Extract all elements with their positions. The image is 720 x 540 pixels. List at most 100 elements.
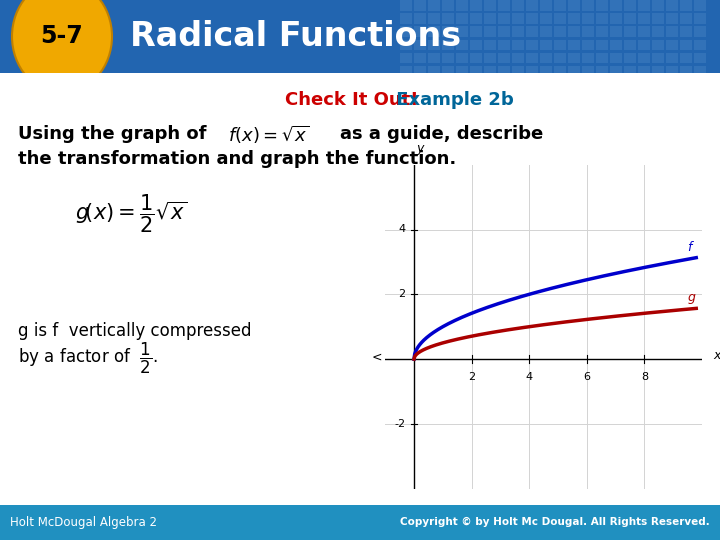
Text: 4: 4 — [526, 372, 533, 382]
Text: 4: 4 — [398, 225, 405, 234]
Bar — [540, 14, 552, 24]
Bar — [428, 14, 440, 24]
Bar — [400, 0, 412, 11]
Bar — [540, 0, 552, 11]
Bar — [442, 39, 454, 50]
Bar — [596, 26, 608, 37]
Bar — [484, 39, 496, 50]
Bar — [568, 66, 580, 77]
Bar — [666, 66, 678, 77]
Bar — [428, 66, 440, 77]
Bar — [624, 66, 636, 77]
Bar — [568, 0, 580, 11]
Bar — [596, 66, 608, 77]
Text: -2: -2 — [395, 419, 405, 429]
Bar — [610, 66, 622, 77]
Text: g: g — [688, 292, 696, 305]
Text: g is f  vertically compressed: g is f vertically compressed — [18, 322, 251, 340]
Bar — [582, 53, 594, 63]
Bar — [498, 39, 510, 50]
Bar — [442, 26, 454, 37]
Bar — [666, 26, 678, 37]
Bar — [456, 14, 468, 24]
Bar — [582, 14, 594, 24]
Bar — [680, 26, 692, 37]
Text: 2: 2 — [468, 372, 475, 382]
Bar — [484, 66, 496, 77]
Bar — [456, 66, 468, 77]
Bar — [484, 0, 496, 11]
Bar — [624, 14, 636, 24]
Bar — [428, 0, 440, 11]
Bar — [624, 26, 636, 37]
Bar — [428, 53, 440, 63]
Bar — [512, 53, 524, 63]
Bar — [498, 66, 510, 77]
Bar — [512, 0, 524, 11]
Bar — [540, 26, 552, 37]
Bar — [652, 0, 664, 11]
Bar — [484, 53, 496, 63]
Bar — [568, 14, 580, 24]
Bar — [666, 14, 678, 24]
Bar — [638, 66, 650, 77]
Bar — [554, 66, 566, 77]
Bar — [680, 53, 692, 63]
Bar — [400, 26, 412, 37]
Bar — [400, 66, 412, 77]
Bar — [526, 14, 538, 24]
Bar — [456, 39, 468, 50]
Text: 2: 2 — [398, 289, 405, 299]
Bar — [400, 14, 412, 24]
Text: $g\!\left(x\right) = \dfrac{1}{2}\sqrt{x}$: $g\!\left(x\right) = \dfrac{1}{2}\sqrt{x… — [75, 193, 188, 235]
Bar — [694, 66, 706, 77]
Text: by a factor of  $\dfrac{1}{2}$.: by a factor of $\dfrac{1}{2}$. — [18, 340, 158, 375]
Bar — [498, 26, 510, 37]
Bar — [540, 39, 552, 50]
Text: 6: 6 — [583, 372, 590, 382]
Bar — [582, 39, 594, 50]
Bar — [694, 14, 706, 24]
Bar — [694, 53, 706, 63]
Bar — [414, 0, 426, 11]
Text: <: < — [372, 351, 382, 364]
Bar — [470, 0, 482, 11]
Text: Using the graph of: Using the graph of — [18, 125, 207, 144]
Bar — [680, 0, 692, 11]
Bar — [666, 0, 678, 11]
Text: Example 2b: Example 2b — [390, 91, 514, 109]
Bar — [652, 14, 664, 24]
Bar — [568, 53, 580, 63]
Bar — [442, 14, 454, 24]
Bar — [526, 0, 538, 11]
Bar — [582, 66, 594, 77]
Bar — [526, 53, 538, 63]
Bar — [582, 26, 594, 37]
Bar — [526, 26, 538, 37]
Bar — [512, 66, 524, 77]
Bar — [638, 26, 650, 37]
Text: Radical Functions: Radical Functions — [130, 20, 461, 53]
Bar — [442, 66, 454, 77]
Bar — [414, 39, 426, 50]
Bar — [596, 39, 608, 50]
Bar — [568, 39, 580, 50]
Text: Check It Out!: Check It Out! — [285, 91, 418, 109]
Text: 8: 8 — [641, 372, 648, 382]
Bar — [512, 26, 524, 37]
Bar — [624, 39, 636, 50]
Bar — [680, 14, 692, 24]
Bar — [596, 0, 608, 11]
Bar — [470, 53, 482, 63]
Bar — [484, 14, 496, 24]
Bar — [638, 0, 650, 11]
Bar — [694, 0, 706, 11]
Bar — [610, 39, 622, 50]
Bar — [470, 39, 482, 50]
Bar — [694, 39, 706, 50]
Bar — [652, 66, 664, 77]
Bar — [652, 39, 664, 50]
Text: Copyright © by Holt Mc Dougal. All Rights Reserved.: Copyright © by Holt Mc Dougal. All Right… — [400, 517, 710, 528]
Bar — [666, 53, 678, 63]
Bar — [400, 39, 412, 50]
